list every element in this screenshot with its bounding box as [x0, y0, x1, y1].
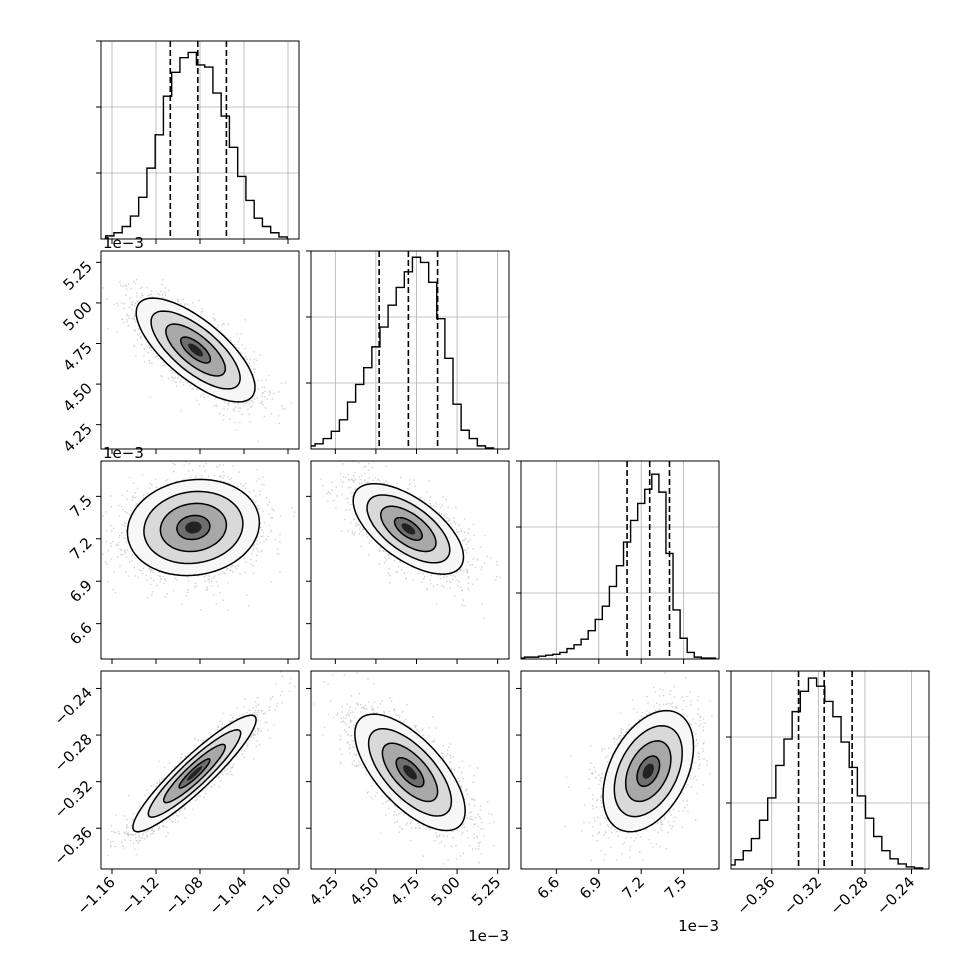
x-tick-label: −1.12 — [118, 873, 163, 918]
y-tick-label: −0.36 — [51, 823, 96, 868]
contour-line — [624, 740, 672, 803]
contour-line — [165, 323, 227, 377]
panel-frame — [310, 460, 510, 660]
contour-line — [636, 755, 661, 788]
offset-label: 1e−3 — [468, 927, 509, 945]
scatter-panel-3-0 — [107, 671, 296, 857]
y-tick-label: 5.00 — [59, 298, 95, 334]
histogram-panel-1 — [311, 251, 509, 449]
density-core — [401, 523, 416, 535]
x-tick-label: −1.08 — [162, 873, 207, 918]
histogram-panel-0 — [101, 41, 299, 239]
contour-line — [395, 757, 425, 788]
contour-line — [176, 514, 211, 541]
contour-line — [159, 502, 228, 553]
density-core — [188, 343, 203, 357]
y-tick-label: 7.2 — [66, 534, 96, 564]
x-tick-label: −0.36 — [733, 873, 778, 918]
offset-label: 1e−3 — [103, 444, 144, 462]
x-tick-label: 5.25 — [468, 873, 504, 909]
density-core — [642, 763, 654, 779]
x-tick-label: −0.28 — [827, 873, 872, 918]
contour-line — [352, 482, 465, 575]
offset-label: 1e−3 — [103, 234, 144, 252]
panel-frame — [310, 670, 510, 870]
contour-line — [393, 516, 423, 541]
x-tick-label: 7.2 — [618, 873, 648, 903]
y-tick-label: −0.32 — [51, 777, 96, 822]
x-tick-label: −0.32 — [780, 873, 825, 918]
density-core — [403, 765, 417, 780]
contour-line — [381, 742, 439, 803]
contour-line — [180, 336, 212, 364]
contour-line — [380, 505, 437, 553]
contour-line — [126, 478, 261, 577]
scatter-panel-3-1 — [313, 672, 495, 869]
contour-line — [613, 724, 683, 818]
x-tick-label: 7.5 — [661, 873, 691, 903]
contour-line — [162, 743, 227, 804]
panel-frame — [520, 670, 720, 870]
y-tick-label: −0.28 — [51, 730, 96, 775]
contour-line — [143, 490, 244, 565]
contour-line — [602, 709, 695, 833]
y-tick-label: 6.6 — [66, 619, 96, 649]
x-tick-label: 4.75 — [387, 873, 423, 909]
contour-line — [366, 494, 451, 564]
y-tick-label: 4.25 — [59, 420, 95, 456]
density-core — [185, 521, 202, 534]
histogram-step — [311, 256, 495, 449]
x-tick-label: −0.24 — [873, 873, 918, 918]
panel-frame — [520, 460, 720, 660]
panel-frame — [730, 670, 930, 870]
histogram-panel-3 — [731, 671, 929, 869]
y-tick-label: 5.25 — [59, 257, 95, 293]
y-tick-label: 6.9 — [66, 576, 96, 606]
x-tick-label: 6.6 — [534, 873, 564, 903]
histogram-step — [521, 473, 717, 659]
x-tick-label: 4.50 — [346, 873, 382, 909]
contour-line — [147, 729, 242, 818]
contour-line — [367, 727, 453, 817]
contour-line — [354, 713, 466, 832]
scatter-panel-2-0 — [102, 461, 296, 611]
panel-frame — [310, 250, 510, 450]
x-tick-label: 5.00 — [428, 873, 464, 909]
y-tick-label: 7.5 — [66, 491, 96, 521]
contour-line — [150, 310, 241, 390]
scatter-panel-1-0 — [101, 278, 293, 443]
scatter-panel-3-2 — [564, 672, 719, 862]
y-tick-label: 4.75 — [59, 339, 95, 375]
offset-label: 1e−3 — [678, 917, 719, 935]
scatter-panel-2-1 — [320, 461, 501, 619]
contour-line — [178, 758, 211, 789]
histogram-panel-2 — [521, 461, 719, 659]
x-tick-label: 6.9 — [576, 873, 606, 903]
x-tick-label: −1.16 — [74, 873, 119, 918]
density-core — [186, 766, 203, 781]
contour-line — [132, 714, 257, 833]
contour-line — [135, 297, 256, 403]
y-tick-label: −0.24 — [51, 684, 96, 729]
y-tick-label: 4.50 — [59, 379, 95, 415]
x-tick-label: 4.25 — [306, 873, 342, 909]
x-tick-label: −1.04 — [206, 873, 251, 918]
x-tick-label: −1.00 — [250, 873, 295, 918]
histogram-step — [104, 51, 288, 239]
